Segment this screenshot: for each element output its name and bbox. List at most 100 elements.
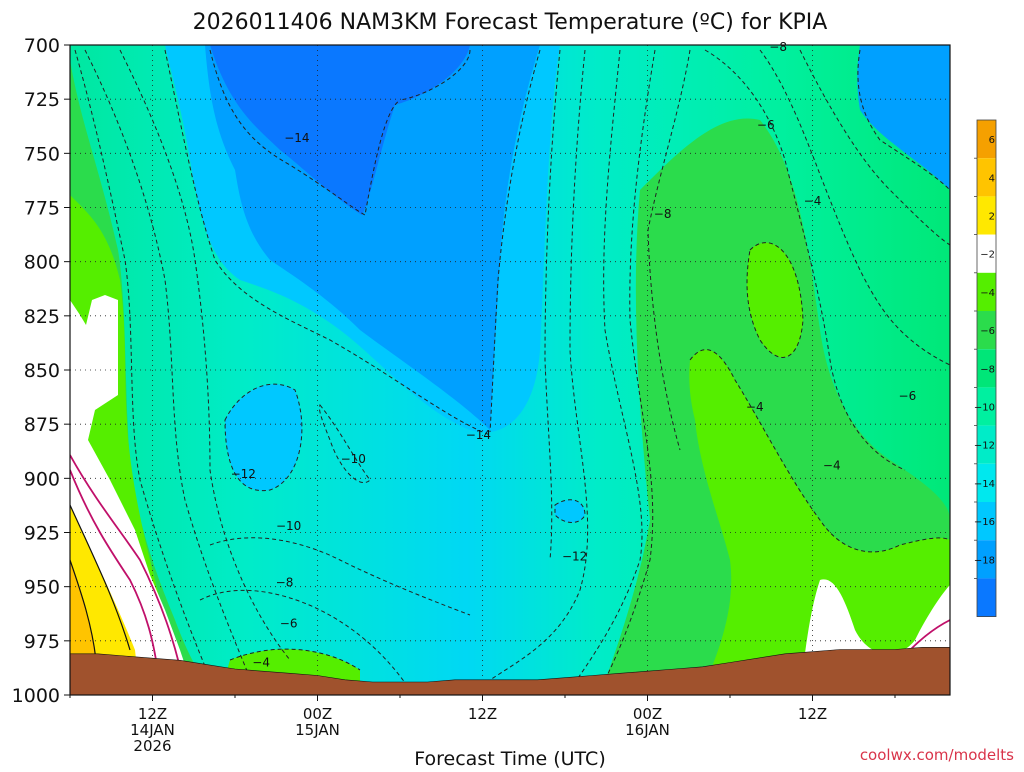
credit-text: coolwx.com/modelts bbox=[860, 746, 1014, 764]
isotherm-line bbox=[569, 49, 643, 691]
x-tick-label: 12Z bbox=[468, 705, 497, 723]
warm-line-left bbox=[70, 504, 131, 651]
colorbar-label: 4 bbox=[989, 173, 995, 184]
x-tick-label: 00Z bbox=[303, 705, 332, 723]
colorbar-band bbox=[977, 540, 996, 579]
colorbar-band bbox=[977, 158, 996, 197]
isotherm-line bbox=[489, 49, 589, 681]
field-region-minus4-right bbox=[747, 242, 803, 358]
colorbar-label: −8 bbox=[980, 364, 995, 375]
isotherm-line bbox=[199, 589, 411, 691]
colorbar-band bbox=[977, 196, 996, 235]
contour-label: −10 bbox=[341, 452, 366, 466]
x-tick-label: 15JAN bbox=[295, 721, 340, 739]
isotherm-line bbox=[857, 49, 950, 191]
y-tick-label: 875 bbox=[24, 414, 60, 436]
contour-label: −8 bbox=[276, 575, 294, 589]
isotherm-line bbox=[599, 49, 656, 691]
colorbar-band bbox=[977, 234, 996, 273]
colorbar-band bbox=[977, 425, 996, 464]
colorbar-band bbox=[977, 502, 996, 541]
chart-title: 2026011406 NAM3KM Forecast Temperature (… bbox=[193, 10, 828, 35]
contour-label: −6 bbox=[280, 617, 298, 631]
field-region-minus16-right bbox=[857, 45, 950, 190]
isotherm-line bbox=[209, 49, 401, 216]
colorbar-frame bbox=[976, 119, 997, 618]
contour-label: −10 bbox=[276, 519, 301, 533]
field-region-minus18 bbox=[210, 45, 470, 215]
y-tick-label: 825 bbox=[24, 306, 60, 328]
contour-label: −4 bbox=[252, 656, 270, 670]
y-tick-label: 725 bbox=[24, 89, 60, 111]
y-tick-label: 950 bbox=[24, 577, 60, 599]
colorbar-label: 6 bbox=[989, 135, 995, 146]
contour-labels: −8 −14 −6 −8 −4 −14 −4 −6 −12 −10 −10 −4 −12 −8 −6 −4 bbox=[231, 40, 917, 669]
isotherm-line bbox=[799, 49, 950, 246]
y-tick-label: 925 bbox=[24, 523, 60, 545]
colorbar-label: −2 bbox=[980, 250, 995, 261]
warm-line-left-inner bbox=[70, 559, 97, 661]
colorbar-label: −16 bbox=[974, 517, 995, 528]
warm-contour-lines bbox=[70, 454, 950, 691]
colorbar-label: −4 bbox=[980, 288, 995, 299]
y-tick-label: 850 bbox=[24, 360, 60, 382]
contour-label: −12 bbox=[562, 549, 587, 563]
freezing-line-right bbox=[909, 619, 950, 651]
isotherm-line bbox=[647, 49, 691, 451]
y-tick-label: 700 bbox=[24, 35, 60, 57]
isotherm-line bbox=[229, 648, 361, 671]
y-tick-label: 1000 bbox=[12, 685, 60, 707]
colorbar-band bbox=[977, 272, 996, 311]
x-tick-label: 16JAN bbox=[625, 721, 670, 739]
isotherm-line bbox=[704, 49, 906, 471]
colorbar-label: −6 bbox=[980, 326, 995, 337]
isotherm-lines bbox=[74, 49, 950, 691]
freezing-line-left bbox=[70, 454, 186, 691]
y-tick-label: 975 bbox=[24, 631, 60, 653]
x-tick-label: 00Z bbox=[633, 705, 662, 723]
contour-label: −14 bbox=[466, 428, 491, 442]
x-axis-title: Forecast Time (UTC) bbox=[414, 748, 605, 768]
colorbar-band bbox=[977, 463, 996, 502]
freezing-line-left-inner bbox=[70, 469, 161, 691]
contour-label: −4 bbox=[823, 458, 841, 472]
colorbar-band bbox=[977, 311, 996, 350]
colorbar: 6 4 2 −2 −4 −6 −8 −10 −12 −14 −16 −18 bbox=[974, 119, 997, 618]
x-tick-label: 14JAN bbox=[130, 721, 175, 739]
colorbar-label: −14 bbox=[974, 479, 995, 490]
field-region-minus14-mid bbox=[225, 384, 302, 491]
colorbar-band bbox=[977, 578, 996, 617]
ground-surface bbox=[70, 647, 950, 695]
contour-label: −6 bbox=[899, 389, 917, 403]
x-tick-label: 12Z bbox=[798, 705, 827, 723]
contour-label: −14 bbox=[284, 131, 309, 145]
isotherm-line bbox=[224, 383, 303, 492]
grid bbox=[70, 45, 950, 695]
isotherm-line bbox=[119, 49, 291, 661]
isotherm-line bbox=[689, 349, 950, 553]
y-tick-label: 900 bbox=[24, 468, 60, 490]
y-tick-label: 775 bbox=[24, 198, 60, 220]
isotherm-line bbox=[319, 404, 371, 483]
colorbar-label: 2 bbox=[989, 212, 995, 223]
colorbar-label: −10 bbox=[974, 403, 995, 414]
isotherm-line bbox=[74, 49, 216, 691]
contour-label: −8 bbox=[654, 207, 672, 221]
isotherm-line bbox=[399, 49, 471, 101]
y-axis: 700 725 750 775 800 825 850 875 900 925 950 975 1000 bbox=[12, 35, 70, 707]
y-tick-label: 750 bbox=[24, 143, 60, 165]
field-region-minus14-small bbox=[555, 499, 585, 523]
contour-label: −8 bbox=[769, 40, 787, 54]
contour-label: −12 bbox=[231, 467, 256, 481]
colorbar-label: −12 bbox=[974, 441, 995, 452]
isotherm-line bbox=[209, 537, 471, 616]
colorbar-label: −18 bbox=[974, 555, 995, 566]
contour-label: −4 bbox=[804, 194, 822, 208]
isotherm-line bbox=[164, 49, 491, 436]
contour-label: −6 bbox=[757, 118, 775, 132]
colorbar-band bbox=[977, 387, 996, 426]
contour-label: −4 bbox=[746, 400, 764, 414]
y-tick-label: 800 bbox=[24, 252, 60, 274]
